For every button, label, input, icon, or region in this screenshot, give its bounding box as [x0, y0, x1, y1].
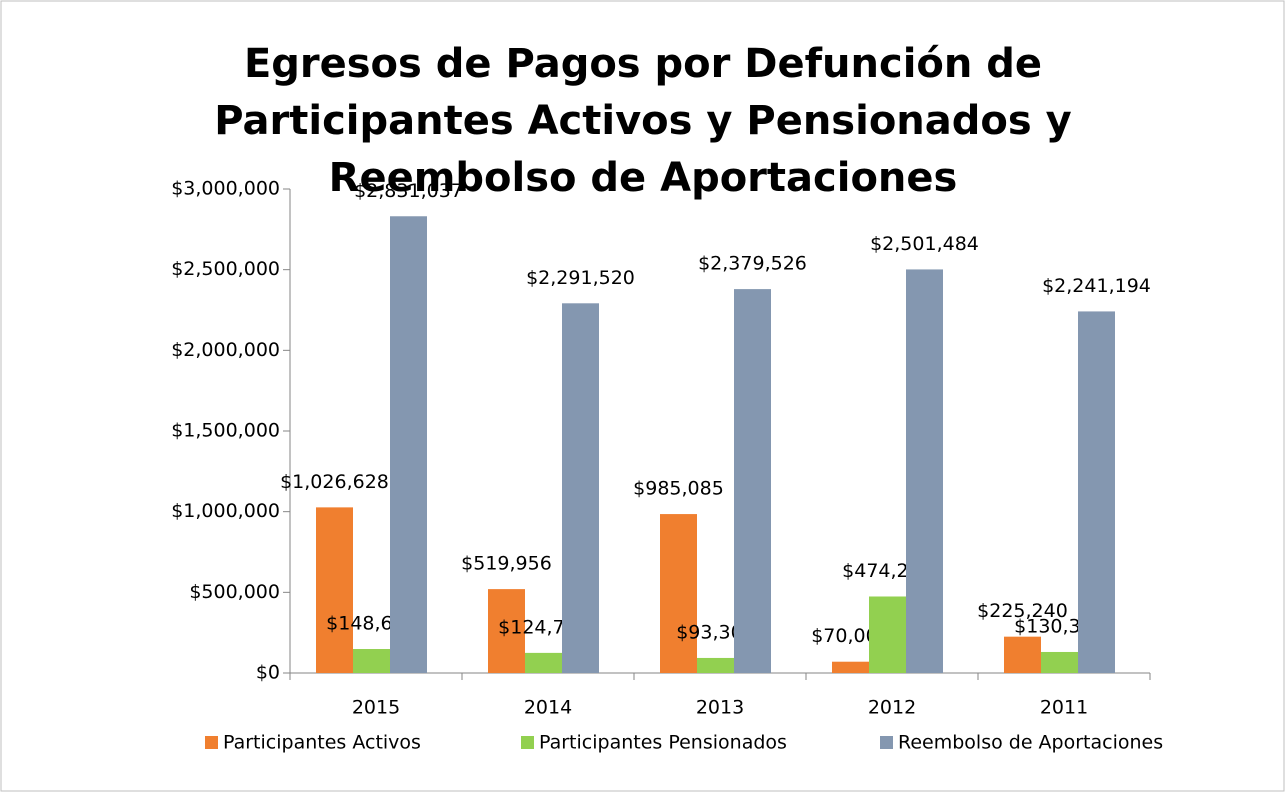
value-label: $2,501,484	[870, 233, 979, 255]
bar	[832, 661, 869, 673]
y-tick-label: $1,000,000	[171, 500, 280, 522]
bar	[869, 596, 906, 673]
value-label: $2,379,526	[698, 253, 807, 275]
y-tick-label: $1,500,000	[171, 420, 280, 442]
x-tick-label: 2015	[352, 697, 400, 719]
bar	[525, 652, 562, 673]
bar	[697, 657, 734, 673]
bar	[488, 589, 525, 673]
legend-label: Participantes Pensionados	[539, 732, 787, 754]
value-label: $2,291,520	[526, 267, 635, 289]
y-tick-label: $500,000	[189, 581, 280, 603]
bar	[562, 303, 599, 673]
legend-label: Reembolso de Aportaciones	[898, 732, 1163, 754]
value-label: $519,956	[461, 553, 552, 575]
bar	[660, 514, 697, 673]
legend-swatch	[205, 736, 218, 749]
y-tick-label: $2,000,000	[171, 339, 280, 361]
bar	[734, 289, 771, 673]
value-label: $985,085	[633, 478, 724, 500]
x-tick-label: 2012	[868, 697, 916, 719]
x-tick-label: 2014	[524, 697, 572, 719]
bar	[353, 649, 390, 673]
y-tick-label: $0	[256, 662, 280, 684]
x-tick-label: 2013	[696, 697, 744, 719]
bar	[906, 269, 943, 673]
bar	[1041, 651, 1078, 673]
value-label: $2,241,194	[1042, 275, 1151, 297]
bar	[390, 216, 427, 673]
legend-label: Participantes Activos	[223, 732, 421, 754]
bar	[1078, 311, 1115, 673]
value-label: $1,026,628	[280, 471, 389, 493]
legend-swatch	[880, 736, 893, 749]
value-label: $225,240	[977, 600, 1068, 622]
x-tick-label: 2011	[1040, 697, 1088, 719]
bar	[1004, 636, 1041, 673]
bar	[316, 507, 353, 673]
value-label: $2,831,037	[354, 180, 463, 202]
legend-swatch	[521, 736, 534, 749]
y-tick-label: $2,500,000	[171, 258, 280, 280]
chart-title: Egresos de Pagos por Defunción de Partic…	[214, 41, 1072, 201]
y-tick-label: $3,000,000	[171, 178, 280, 200]
